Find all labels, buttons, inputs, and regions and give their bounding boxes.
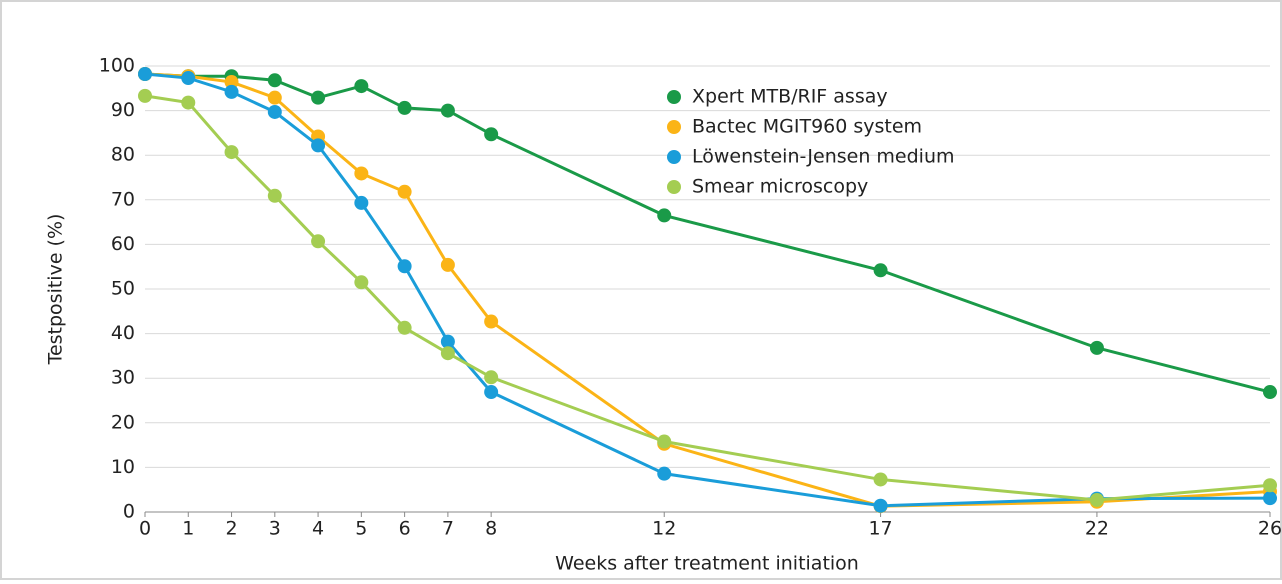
y-tick-label: 90: [111, 99, 135, 121]
x-tick-label: 1: [182, 518, 194, 540]
data-point: [181, 95, 196, 110]
y-tick-label: 40: [111, 322, 135, 344]
data-point: [1263, 491, 1277, 506]
data-point: [484, 385, 499, 400]
data-point: [354, 79, 369, 94]
data-point: [1089, 492, 1104, 507]
data-point: [440, 257, 455, 272]
data-point: [1263, 478, 1277, 493]
data-point: [440, 334, 455, 349]
legend-label: Löwenstein-Jensen medium: [692, 146, 955, 168]
legend-marker: [667, 180, 681, 194]
x-tick-label: 8: [485, 518, 497, 540]
data-point: [657, 466, 672, 481]
y-tick-label: 70: [111, 188, 135, 210]
data-point: [873, 263, 888, 278]
legend-label: Bactec MGIT960 system: [692, 116, 922, 138]
data-point: [181, 71, 196, 86]
y-tick-label: 80: [111, 144, 135, 166]
x-tick-label: 4: [312, 518, 324, 540]
legend-marker: [667, 150, 681, 164]
data-point: [311, 90, 326, 105]
data-point: [1263, 385, 1277, 400]
data-point: [267, 104, 282, 119]
data-point: [138, 88, 152, 103]
data-point: [311, 138, 326, 153]
x-tick-label: 5: [355, 518, 367, 540]
data-point: [397, 100, 412, 115]
x-tick-label: 22: [1085, 518, 1109, 540]
y-tick-label: 0: [123, 501, 135, 523]
y-tick-label: 100: [99, 55, 135, 77]
x-tick-label: 26: [1258, 518, 1282, 540]
y-axis-title: Testpositive (%): [45, 214, 67, 366]
legend-marker: [667, 120, 681, 134]
data-point: [354, 275, 369, 290]
data-point: [484, 127, 499, 142]
data-point: [224, 75, 239, 90]
y-tick-label: 50: [111, 278, 135, 300]
data-point: [873, 498, 888, 513]
y-tick-label: 10: [111, 456, 135, 478]
x-axis-title: Weeks after treatment initiation: [555, 553, 859, 575]
data-point: [267, 188, 282, 203]
data-point: [354, 166, 369, 181]
legend-label: Xpert MTB/RIF assay: [692, 86, 888, 108]
data-point: [397, 184, 412, 199]
y-tick-label: 30: [111, 367, 135, 389]
data-point: [311, 234, 326, 249]
y-tick-label: 20: [111, 411, 135, 433]
x-tick-label: 12: [652, 518, 676, 540]
x-tick-label: 3: [269, 518, 281, 540]
data-point: [224, 84, 239, 99]
legend-label: Smear microscopy: [692, 176, 868, 198]
data-point: [138, 67, 152, 82]
data-point: [440, 103, 455, 118]
data-point: [657, 434, 672, 449]
data-point: [224, 145, 239, 160]
x-tick-label: 2: [225, 518, 237, 540]
data-point: [1089, 340, 1104, 355]
x-tick-label: 17: [868, 518, 892, 540]
x-tick-label: 6: [399, 518, 411, 540]
data-point: [873, 472, 888, 487]
data-point: [484, 370, 499, 385]
data-point: [397, 320, 412, 335]
x-tick-label: 7: [442, 518, 454, 540]
y-tick-label: 60: [111, 233, 135, 255]
legend-marker: [667, 90, 681, 104]
x-tick-label: 0: [139, 518, 151, 540]
data-point: [354, 195, 369, 210]
data-point: [267, 90, 282, 105]
data-point: [484, 314, 499, 329]
data-point: [440, 346, 455, 361]
data-point: [657, 208, 672, 223]
data-point: [397, 259, 412, 274]
data-point: [267, 73, 282, 88]
